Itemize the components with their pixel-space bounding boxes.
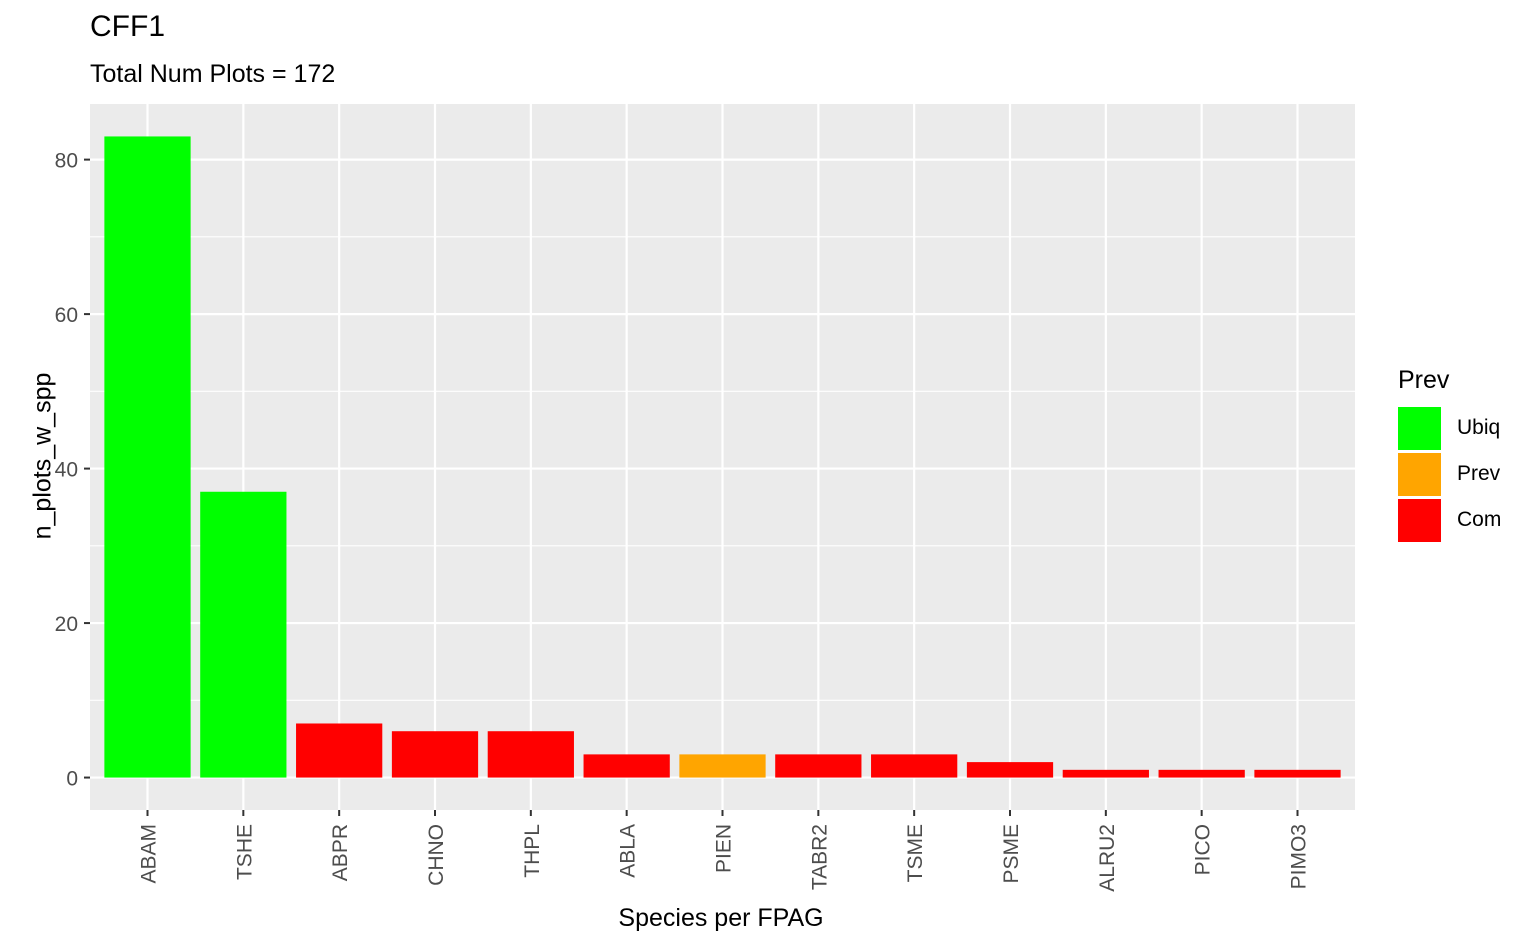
legend-label-com: Com	[1457, 508, 1502, 531]
bar-tshe	[200, 491, 287, 778]
x-tick-label: ALRU2	[1096, 824, 1119, 892]
bar-abam	[104, 136, 191, 778]
legend: Prev Ubiq Prev Com	[1398, 366, 1501, 543]
legend-label-prev: Prev	[1457, 462, 1501, 485]
y-axis-label: n_plots_w_spp	[28, 372, 57, 540]
x-tick-label: PICO	[1192, 824, 1215, 875]
bar-tabr2	[775, 754, 862, 778]
x-tick-label: THPL	[521, 824, 544, 878]
x-axis-label: Species per FPAG	[618, 904, 824, 932]
chart-subtitle: Total Num Plots = 172	[90, 60, 336, 88]
legend-item-ubiq: Ubiq	[1398, 405, 1501, 451]
x-tick-label: TSHE	[233, 824, 256, 880]
legend-title: Prev	[1398, 366, 1450, 394]
y-tick-label: 80	[55, 150, 78, 173]
bar-pico	[1158, 769, 1245, 778]
y-tick-label: 20	[55, 613, 78, 636]
bar-pien	[679, 754, 766, 778]
bar-tsme	[871, 754, 958, 778]
bar-abpr	[296, 723, 383, 778]
x-tick-label: ABPR	[329, 824, 352, 881]
y-tick-label: 40	[55, 459, 78, 482]
x-tick-label: PSME	[1000, 824, 1023, 884]
chart-title: CFF1	[90, 10, 165, 43]
x-tick-label: TABR2	[808, 824, 831, 890]
bar-abla	[583, 754, 670, 778]
legend-item-com: Com	[1398, 497, 1501, 543]
x-tick-label: PIMO3	[1288, 824, 1311, 889]
y-tick-label: 60	[55, 304, 78, 327]
bar-alru2	[1062, 769, 1149, 778]
legend-key-ubiq	[1398, 406, 1441, 450]
bar-thpl	[487, 731, 574, 778]
x-tick-label: TSME	[904, 824, 927, 882]
x-tick-label: CHNO	[425, 824, 448, 886]
bar-psme	[966, 762, 1054, 778]
x-tick-label: ABLA	[617, 824, 640, 878]
x-tick-label: PIEN	[713, 824, 736, 873]
legend-item-prev: Prev	[1398, 451, 1501, 497]
bar-chno	[391, 731, 479, 778]
legend-key-com	[1398, 498, 1441, 542]
legend-key-prev	[1398, 452, 1441, 496]
y-tick-label: 0	[66, 768, 78, 791]
bar-pimo3	[1254, 769, 1341, 778]
x-tick-label: ABAM	[138, 824, 161, 884]
legend-label-ubiq: Ubiq	[1457, 416, 1501, 439]
